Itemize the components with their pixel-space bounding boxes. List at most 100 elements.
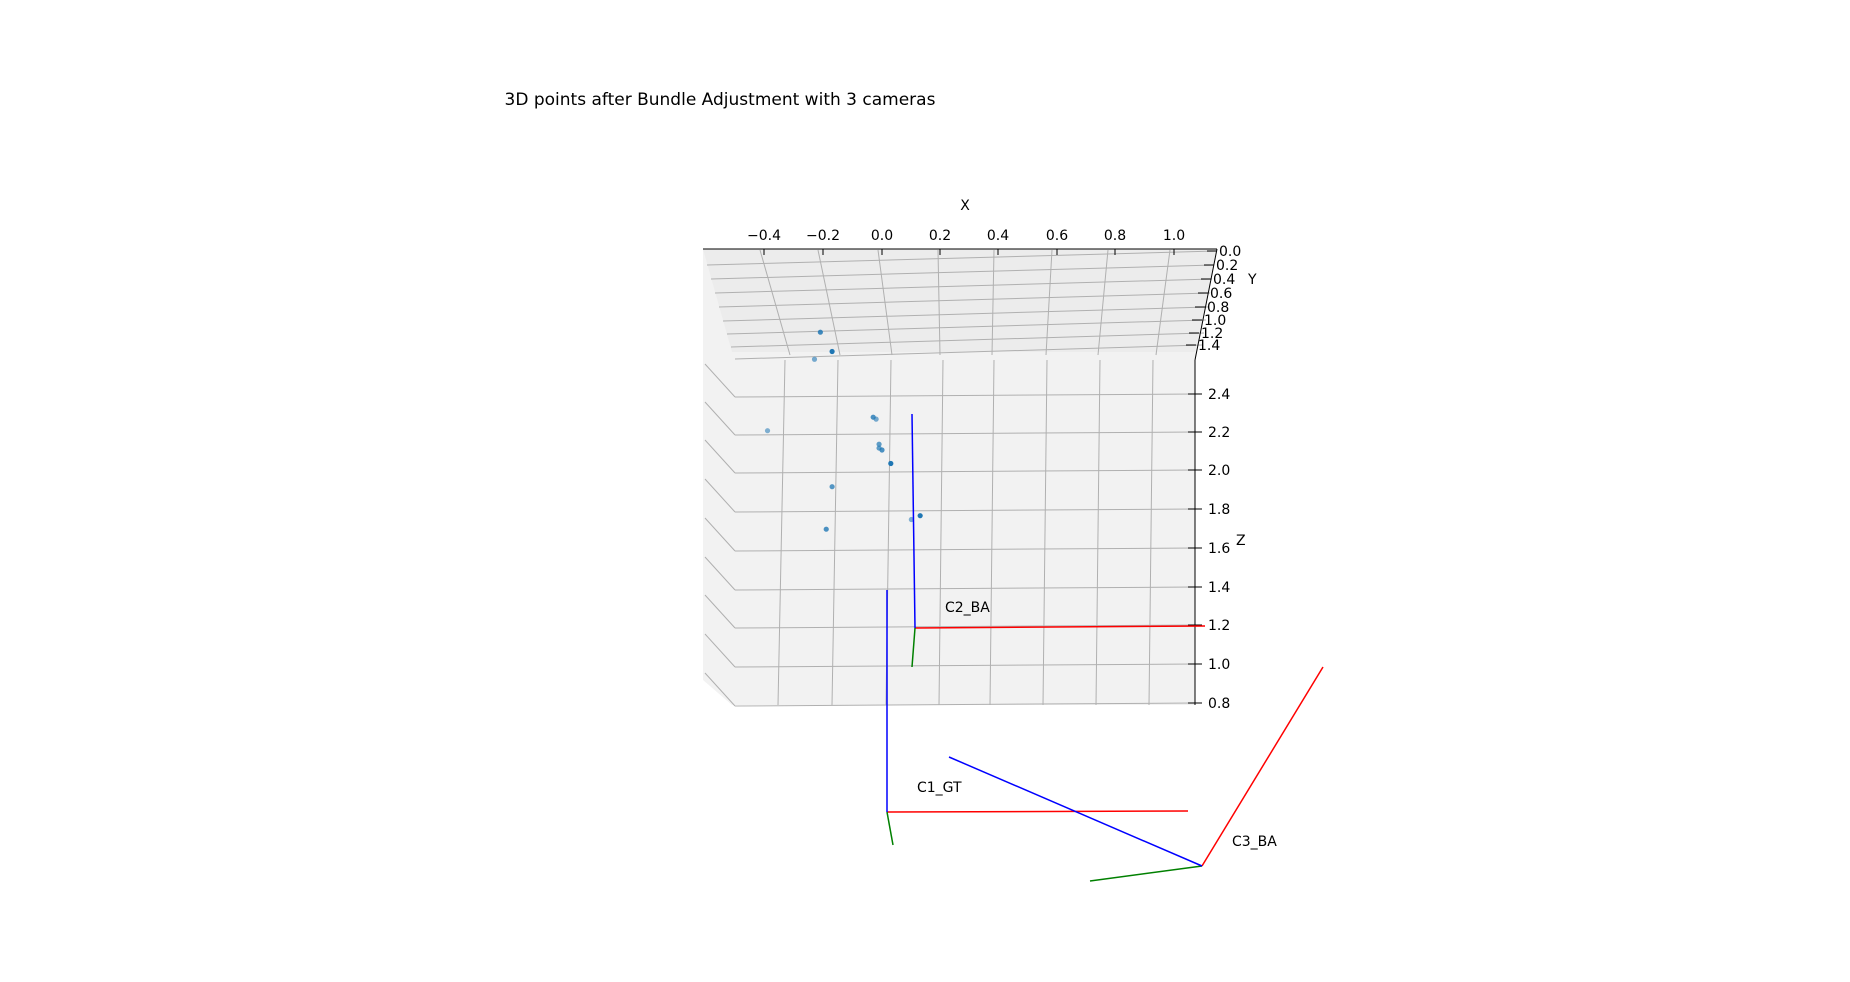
axis-lines [703,248,1218,705]
grid-line [718,292,1211,308]
data-point [908,516,914,523]
camera-x-axis [914,625,1206,629]
y-tick-label: 1.4 [1198,338,1220,354]
grid-lines [704,249,1217,707]
data-point [817,329,823,335]
grid-line [710,264,1215,280]
grid-line [734,624,1196,629]
camera-label: C3_BA [1232,834,1277,850]
grid-line [734,702,1196,707]
y-axis-label: Y [1247,272,1257,288]
grid-line [704,401,736,436]
data-point [888,460,894,467]
data-points [764,329,923,532]
plot-pane [703,249,1217,705]
x-tick-label: 1.0 [1163,228,1185,244]
pane-background [703,249,1217,705]
z-tick-label: 1.4 [1208,580,1230,596]
grid-line [1042,359,1048,706]
z-tick-label: 2.2 [1208,425,1230,441]
grid-line [704,478,736,513]
y-tick-label: 1.2 [1201,326,1223,342]
camera-y-axis [911,627,916,668]
grid-line [714,278,1213,294]
data-point [823,526,829,532]
grid-line [704,439,736,474]
z-tick-labels: 2.4 2.2 2.0 1.8 1.6 1.4 1.2 1.0 0.8 [1188,387,1230,712]
grid-line [704,363,736,398]
grid-line [706,250,1217,266]
grid-line [730,332,1205,348]
data-point [873,416,879,422]
grid-line [831,359,839,706]
z-tick-label: 1.2 [1208,618,1230,634]
grid-line [722,306,1209,322]
x-tick-label: −0.2 [806,228,840,244]
grid-line [759,249,791,356]
z-axis-label: Z [1236,533,1246,549]
grid-line [704,517,736,552]
y-tick-label: 1.0 [1204,313,1226,329]
camera-frames: C1_GT C2_BA C3_BA [886,413,1324,882]
camera-y-axis [886,811,894,846]
camera-x-axis [886,810,1189,813]
x-tick-label: 0.4 [987,228,1009,244]
data-point [876,441,882,447]
chart-title: 3D points after Bundle Adjustment with 3… [505,90,936,110]
grid-line [938,359,944,706]
x-axis-label: X [960,198,970,214]
grid-line [704,594,736,629]
camera-label: C1_GT [917,780,962,796]
camera-y-axis [1089,865,1203,882]
y-tick-label: 0.4 [1213,272,1235,288]
z-tick-label: 2.0 [1208,463,1230,479]
z-tick-label: 1.8 [1208,502,1230,518]
z-tick-label: 1.6 [1208,541,1230,557]
x-tick-label: 0.2 [929,228,951,244]
camera-frame: C3_BA [948,666,1324,882]
grid-line [734,663,1196,668]
data-point [879,447,885,453]
y-tick-label: 0.0 [1219,244,1241,260]
data-point [811,356,818,362]
y-axis-line [1194,248,1218,361]
y-tick-labels: 0.00.20.40.60.81.01.21.4 [1186,244,1241,354]
z-tick-label: 0.8 [1208,696,1230,712]
data-point [917,513,923,519]
grid-line [1148,359,1154,706]
grid-line [777,359,786,706]
grid-line [1095,359,1101,706]
y-tick-label: 0.8 [1207,300,1229,316]
data-point [829,348,835,355]
grid-line [704,633,736,668]
grid-line [726,319,1207,335]
x-tick-label: −0.4 [747,228,781,244]
camera-z-axis [911,413,916,629]
grid-line [1155,249,1171,356]
grid-line [989,359,995,706]
z-tick-label: 1.0 [1208,657,1230,673]
grid-line [734,586,1196,591]
data-point [764,428,771,434]
camera-x-axis [1201,666,1324,867]
camera-z-axis [948,756,1203,867]
grid-line [937,249,941,356]
camera-label: C2_BA [945,600,990,616]
grid-line [734,344,1203,360]
z-tick-label: 2.4 [1208,387,1230,403]
x-tick-label: 0.6 [1046,228,1068,244]
grid-line [734,393,1196,398]
x-tick-label: 0.8 [1104,228,1126,244]
grid-line [734,469,1196,474]
data-point [829,484,835,490]
grid-line [734,547,1196,552]
y-tick-label: 0.6 [1210,286,1232,302]
grid-line [734,431,1196,436]
grid-line [704,672,736,707]
grid-line [817,249,841,356]
grid-line [704,556,736,591]
x-tick-label: 0.0 [871,228,893,244]
grid-line [991,249,995,356]
x-tick-labels: −0.4 −0.2 0.0 0.2 0.4 0.6 0.8 1.0 [747,228,1185,255]
